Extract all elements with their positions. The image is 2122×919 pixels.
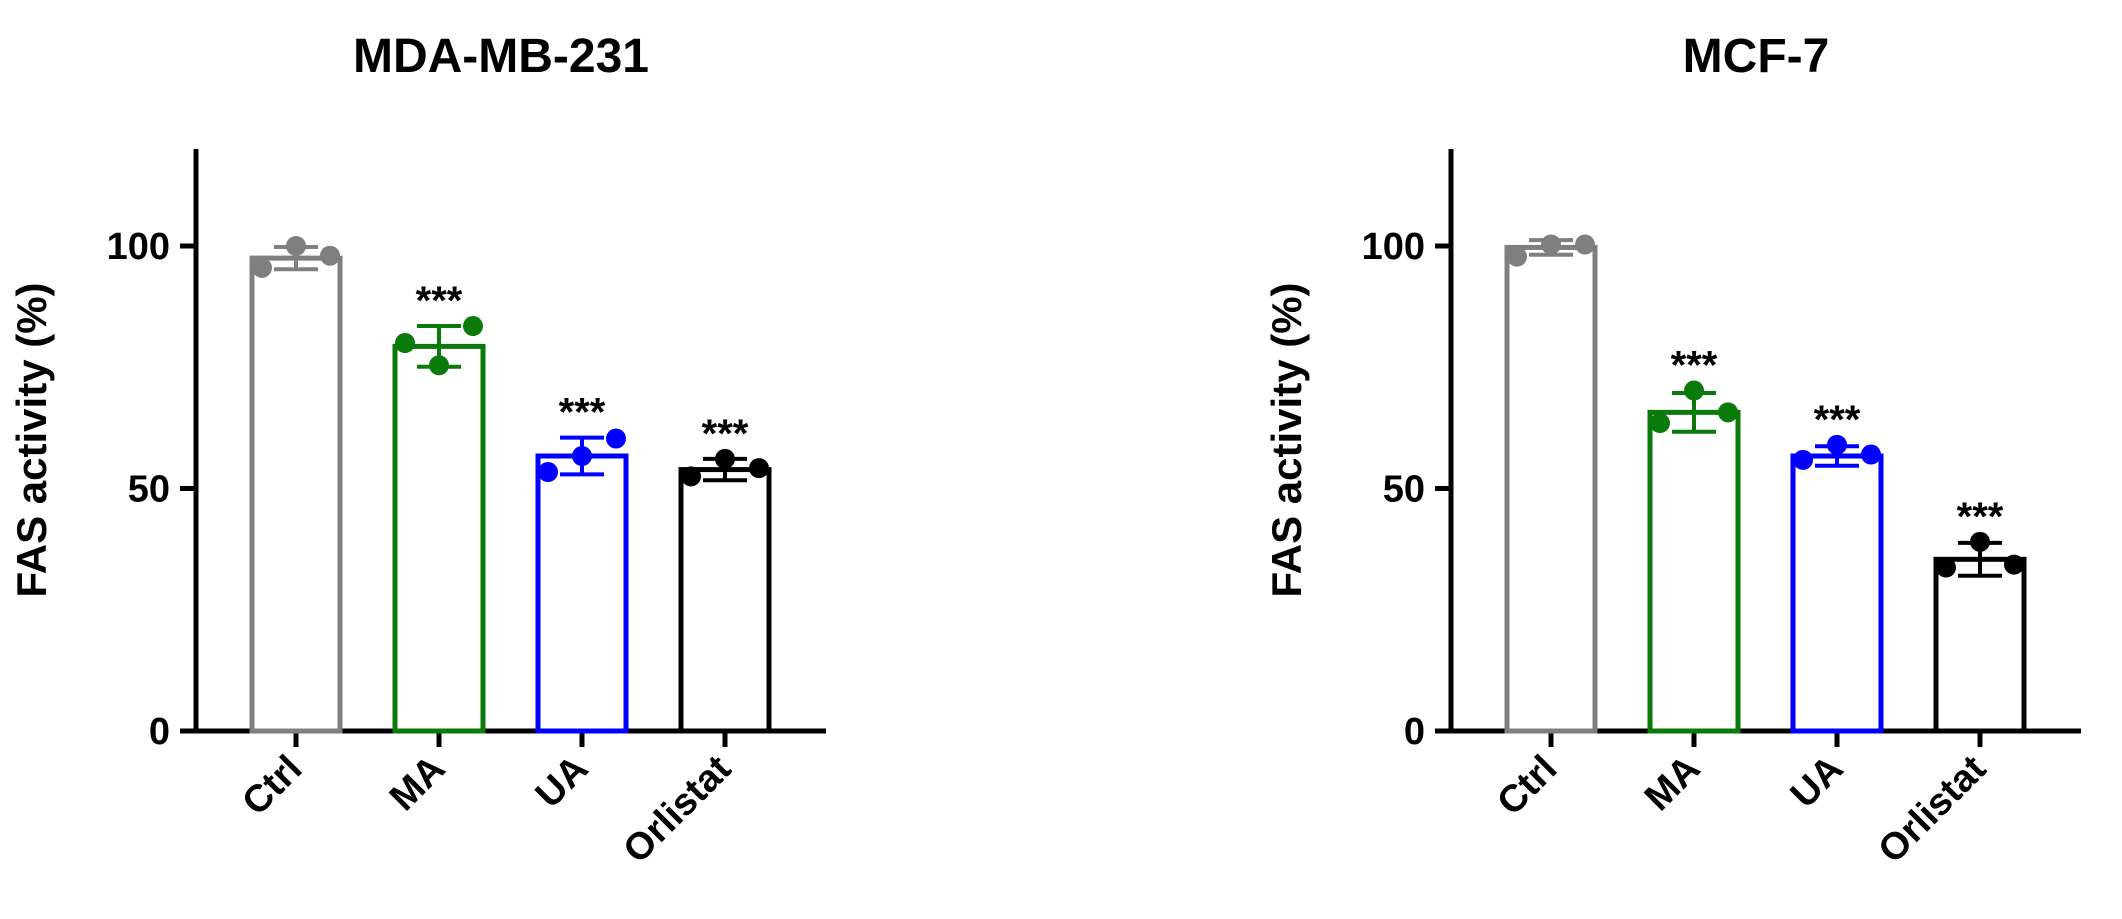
bar [535,453,629,734]
bar [1647,409,1741,734]
data-point [1650,413,1670,434]
x-tick-label: MA [382,748,453,819]
bar [392,343,486,734]
data-point [1827,434,1847,455]
data-point [1861,444,1881,465]
data-point [1541,234,1561,255]
significance-label: *** [1814,398,1861,442]
chart: MDA-MB-231 FAS activity (%) 0 50 100 Ctrl MA **… [8,30,826,871]
y-axis-label: FAS activity (%) [1263,282,1310,597]
x-tick-label: Ctrl [1489,748,1565,824]
data-point [606,428,626,449]
data-point [681,466,701,487]
bar [1790,453,1884,734]
data-point [538,462,558,483]
y-tick-label: 0 [149,711,170,753]
data-point [286,236,306,256]
y-axis-label: FAS activity (%) [8,282,55,597]
data-point [1936,557,1956,578]
data-point [1970,531,1990,552]
chart: MCF-7 FAS activity (%) 0 50 100 Ctrl MA *** UA **… [1263,30,2081,871]
significance-label: *** [1671,344,1718,388]
data-point [715,448,735,469]
data-point [252,257,272,278]
x-tick-label: Ctrl [234,748,310,824]
x-tick-label: UA [528,748,597,817]
data-point [1718,402,1738,423]
data-point [1507,246,1527,267]
significance-label: *** [1957,495,2004,539]
data-point [463,316,483,337]
data-point [572,446,592,467]
significance-label: *** [559,391,606,435]
significance-label: *** [416,279,463,323]
data-point [429,355,449,376]
y-tick-label: 100 [1362,226,1425,268]
x-tick-label: Orlistat [616,747,740,871]
bar [249,255,343,734]
data-point [1793,449,1813,470]
chart-title: MCF-7 [1683,30,1830,83]
y-tick-label: 0 [1404,711,1425,753]
x-tick-label: UA [1783,748,1852,817]
significance-label: *** [702,412,749,456]
data-point [1684,380,1704,401]
y-tick-label: 50 [128,469,170,511]
data-point [395,333,415,353]
data-point [2004,554,2024,575]
bar [1933,556,2027,734]
x-tick-label: Orlistat [1871,747,1995,871]
chart-title: MDA-MB-231 [353,30,649,83]
y-tick-label: 50 [1383,469,1425,511]
bar [1504,244,1598,734]
data-point [1575,234,1595,255]
data-point [320,245,340,266]
y-tick-label: 100 [107,226,170,268]
x-tick-label: MA [1637,748,1708,819]
bar [678,467,772,734]
data-point [749,458,769,479]
